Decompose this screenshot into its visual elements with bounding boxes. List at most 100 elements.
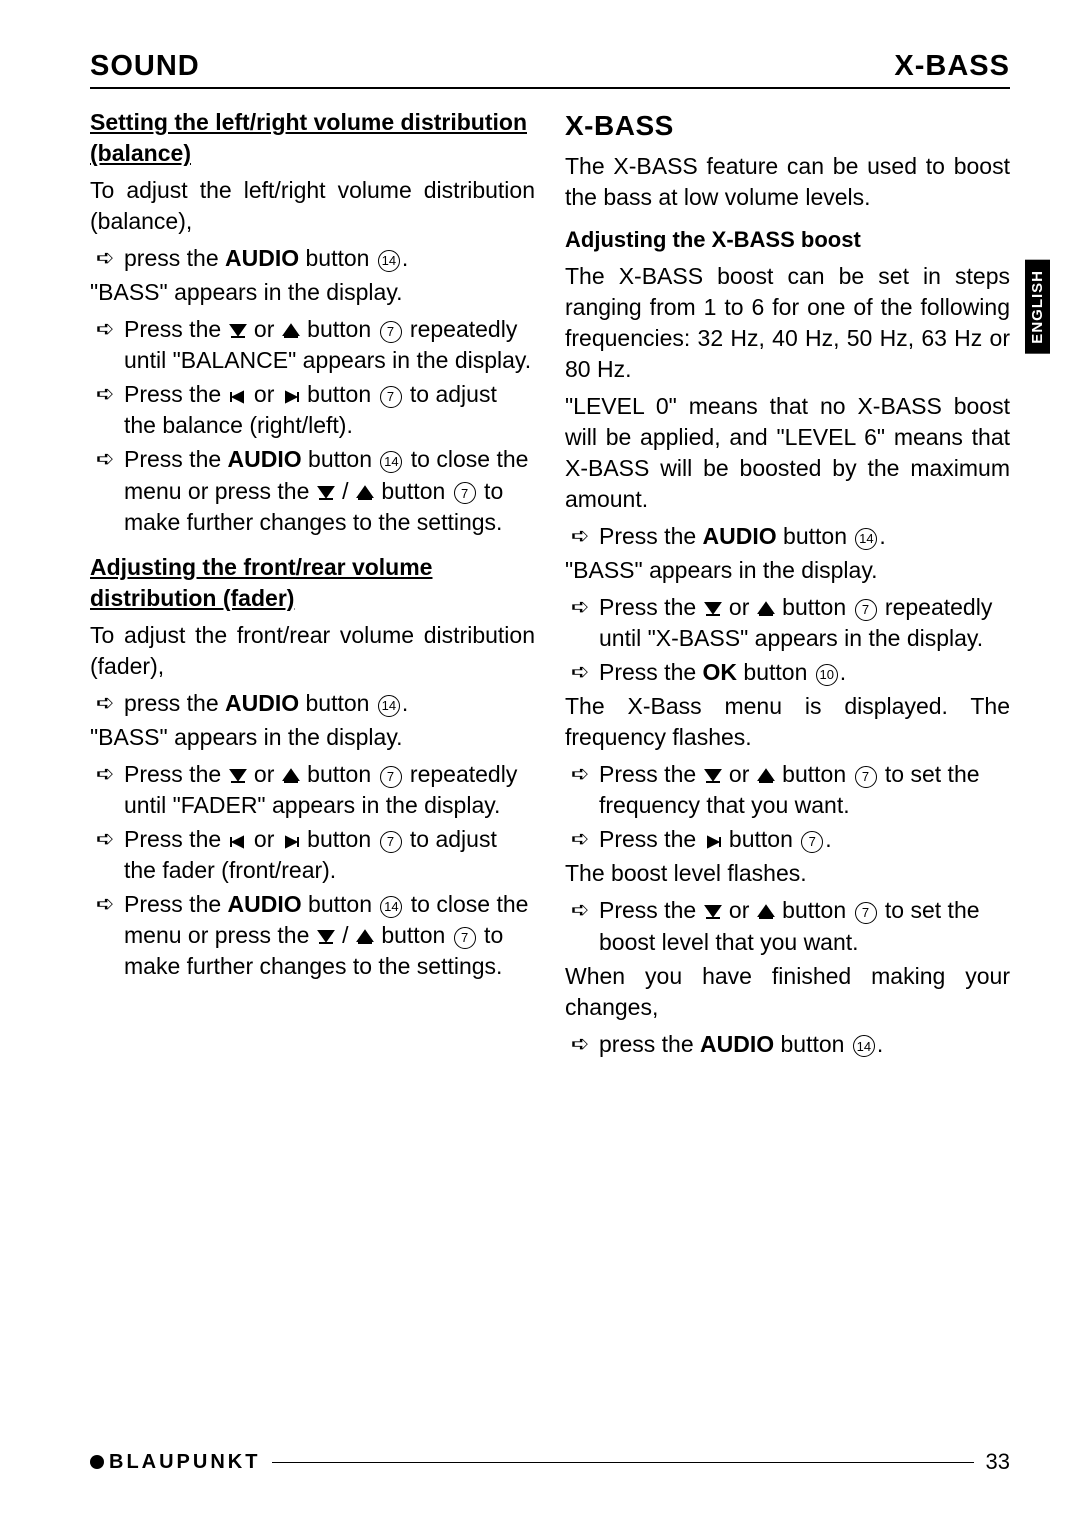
step-text: Press the or button 7 to adjust the fade…: [124, 824, 535, 886]
ref-7: 7: [454, 927, 476, 949]
down-icon: [704, 601, 722, 617]
arrow-icon: ➪: [571, 759, 599, 789]
arrow-icon: ➪: [571, 824, 599, 854]
down-icon: [229, 323, 247, 339]
arrow-icon: ➪: [96, 379, 124, 409]
xbass-p5: The X-Bass menu is displayed. The freque…: [565, 691, 1010, 753]
step: ➪ Press the or button 7 to adjust the fa…: [96, 824, 535, 886]
step: ➪ Press the or button 7 repeatedly until…: [571, 592, 1010, 654]
balance-heading: Setting the left/right volume distributi…: [90, 107, 535, 169]
header-right: X-BASS: [894, 50, 1010, 83]
page-number: 33: [986, 1449, 1010, 1475]
up-icon: [757, 904, 775, 920]
ref-7: 7: [855, 599, 877, 621]
step: ➪ press the AUDIO button 14.: [96, 243, 535, 274]
down-icon: [704, 904, 722, 920]
ref-14: 14: [380, 896, 402, 918]
step-text: press the AUDIO button 14.: [124, 688, 535, 719]
xbass-subheading: Adjusting the X-BASS boost: [565, 225, 1010, 255]
step-text: Press the or button 7 to set the boost l…: [599, 895, 1010, 957]
xbass-intro: The X-BASS feature can be used to boost …: [565, 151, 1010, 213]
fader-heading: Adjusting the front/rear volume distribu…: [90, 552, 535, 614]
step: ➪ Press the AUDIO button 14.: [571, 521, 1010, 552]
ref-7: 7: [380, 321, 402, 343]
xbass-p7: When you have finished making your chang…: [565, 961, 1010, 1023]
left-icon: [229, 835, 247, 849]
step-text: press the AUDIO button 14.: [599, 1029, 1010, 1060]
ref-14: 14: [378, 695, 400, 717]
step-text: Press the AUDIO button 14 to close the m…: [124, 889, 535, 982]
down-icon: [704, 768, 722, 784]
xbass-p2: The X-BASS boost can be set in steps ran…: [565, 261, 1010, 385]
arrow-icon: ➪: [571, 657, 599, 687]
content-columns: Setting the left/right volume distributi…: [90, 107, 1010, 1063]
up-icon: [757, 601, 775, 617]
step-text: Press the OK button 10.: [599, 657, 1010, 688]
up-icon: [282, 323, 300, 339]
xbass-title: X-BASS: [565, 107, 1010, 145]
step: ➪ Press the OK button 10.: [571, 657, 1010, 688]
step-text: Press the AUDIO button 14.: [599, 521, 1010, 552]
arrow-icon: ➪: [96, 889, 124, 919]
step: ➪ Press the or button 7 to set the frequ…: [571, 759, 1010, 821]
arrow-icon: ➪: [571, 895, 599, 925]
page-footer: BLAUPUNKT 33: [90, 1449, 1010, 1475]
xbass-p3: "LEVEL 0" means that no X-BASS boost wil…: [565, 391, 1010, 515]
step: ➪ Press the or button 7 to adjust the ba…: [96, 379, 535, 441]
up-icon: [757, 768, 775, 784]
up-icon: [356, 929, 374, 945]
ref-7: 7: [380, 831, 402, 853]
display-text: "BASS" appears in the display.: [90, 277, 535, 308]
step: ➪ Press the AUDIO button 14 to close the…: [96, 889, 535, 982]
step-text: Press the or button 7 to adjust the bala…: [124, 379, 535, 441]
step-text: Press the button 7.: [599, 824, 1010, 855]
down-icon: [229, 768, 247, 784]
up-icon: [282, 768, 300, 784]
ref-10: 10: [816, 664, 838, 686]
arrow-icon: ➪: [96, 824, 124, 854]
step: ➪ Press the button 7.: [571, 824, 1010, 855]
ref-7: 7: [801, 831, 823, 853]
down-icon: [317, 485, 335, 501]
arrow-icon: ➪: [571, 592, 599, 622]
ref-14: 14: [378, 250, 400, 272]
arrow-icon: ➪: [96, 759, 124, 789]
ref-14: 14: [853, 1035, 875, 1057]
arrow-icon: ➪: [96, 688, 124, 718]
ref-7: 7: [855, 766, 877, 788]
step: ➪ Press the or button 7 to set the boost…: [571, 895, 1010, 957]
page-header: SOUND X-BASS: [90, 50, 1010, 89]
language-tab: ENGLISH: [1025, 260, 1050, 354]
arrow-icon: ➪: [96, 444, 124, 474]
ref-7: 7: [855, 902, 877, 924]
up-icon: [356, 485, 374, 501]
step: ➪ Press the or button 7 repeatedly until…: [96, 759, 535, 821]
step-text: Press the AUDIO button 14 to close the m…: [124, 444, 535, 537]
step: ➪ press the AUDIO button 14.: [96, 688, 535, 719]
step: ➪ press the AUDIO button 14.: [571, 1029, 1010, 1060]
ref-7: 7: [454, 482, 476, 504]
arrow-icon: ➪: [96, 314, 124, 344]
display-text: "BASS" appears in the display.: [565, 555, 1010, 586]
right-icon: [282, 390, 300, 404]
brand-logo: BLAUPUNKT: [90, 1451, 260, 1474]
header-left: SOUND: [90, 50, 200, 83]
step-text: Press the or button 7 repeatedly until "…: [124, 759, 535, 821]
fader-intro: To adjust the front/rear volume distribu…: [90, 620, 535, 682]
arrow-icon: ➪: [571, 1029, 599, 1059]
down-icon: [317, 929, 335, 945]
arrow-icon: ➪: [571, 521, 599, 551]
step: ➪ Press the AUDIO button 14 to close the…: [96, 444, 535, 537]
right-icon: [704, 835, 722, 849]
footer-divider: [272, 1462, 973, 1463]
ref-7: 7: [380, 766, 402, 788]
step: ➪ Press the or button 7 repeatedly until…: [96, 314, 535, 376]
display-text: "BASS" appears in the display.: [90, 722, 535, 753]
right-column: X-BASS The X-BASS feature can be used to…: [565, 107, 1010, 1063]
step-text: Press the or button 7 to set the frequen…: [599, 759, 1010, 821]
ref-14: 14: [855, 528, 877, 550]
right-icon: [282, 835, 300, 849]
brand-name: BLAUPUNKT: [109, 1451, 260, 1474]
step-text: Press the or button 7 repeatedly until "…: [124, 314, 535, 376]
balance-intro: To adjust the left/right volume distribu…: [90, 175, 535, 237]
